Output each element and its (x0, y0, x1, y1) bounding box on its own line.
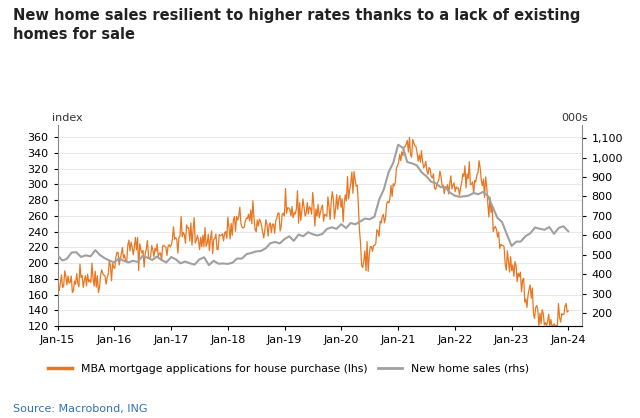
Text: New home sales resilient to higher rates thanks to a lack of existing
homes for : New home sales resilient to higher rates… (13, 8, 580, 42)
Legend: MBA mortgage applications for house purchase (lhs), New home sales (rhs): MBA mortgage applications for house purc… (44, 359, 533, 378)
Text: Source: Macrobond, ING: Source: Macrobond, ING (13, 404, 147, 414)
Text: 000s: 000s (561, 113, 588, 123)
Text: index: index (52, 113, 83, 123)
